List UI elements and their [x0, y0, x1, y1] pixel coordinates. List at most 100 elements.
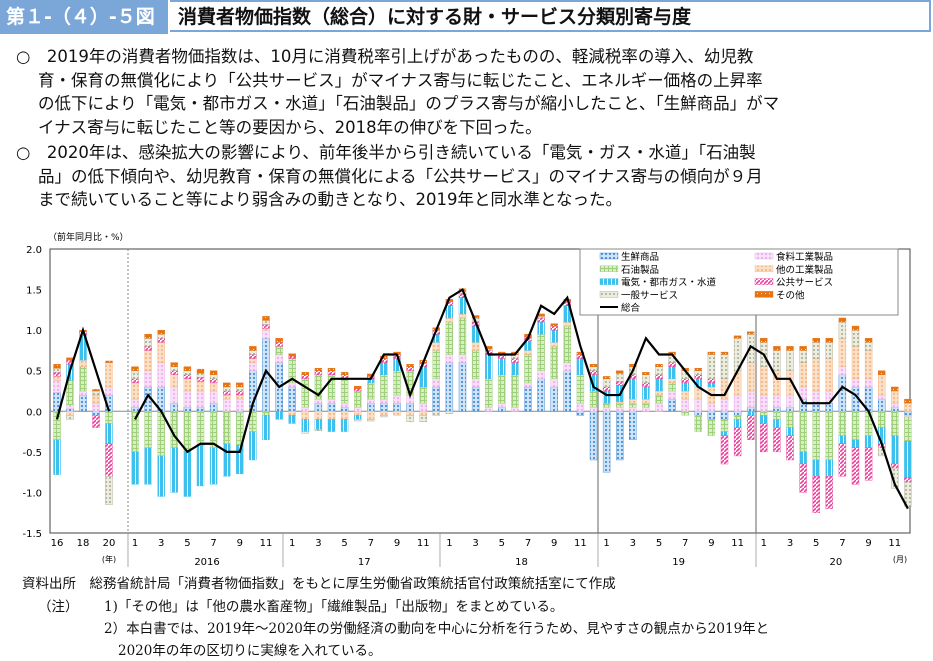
legend-label: 総合 — [621, 302, 641, 314]
bar-segment — [616, 402, 624, 408]
bar-segment — [288, 386, 296, 412]
bar-segment — [275, 342, 283, 347]
bar-segment — [642, 407, 650, 412]
bar-segment — [131, 382, 139, 400]
bar-segment — [812, 358, 820, 392]
bar-segment — [327, 419, 336, 432]
bar-segment — [524, 386, 532, 412]
bar-segment — [668, 390, 676, 400]
bar-segment — [157, 333, 165, 339]
y-tick-label: -0.5 — [22, 448, 42, 459]
bar-segment — [733, 415, 742, 420]
bar-segment — [694, 370, 702, 375]
bar-segment — [773, 407, 781, 412]
bar-segment — [878, 374, 886, 396]
bar-segment — [773, 350, 781, 371]
bar-segment — [301, 431, 309, 434]
bar-segment — [196, 368, 205, 374]
bar-segment — [760, 338, 768, 343]
bar-segment — [642, 374, 650, 384]
bar-segment — [537, 317, 545, 323]
bar-segment — [340, 419, 349, 432]
bar-segment — [458, 313, 467, 319]
bar-segment — [799, 463, 807, 493]
bar-segment — [733, 419, 742, 428]
bar-segment — [79, 366, 87, 392]
month-tick-label: 7 — [210, 538, 216, 549]
bar-segment — [445, 362, 454, 412]
bar-segment — [864, 350, 873, 380]
bar-segment — [471, 350, 480, 380]
bar-segment — [301, 419, 309, 432]
month-tick-label: 9 — [237, 538, 243, 549]
bar-segment — [131, 378, 139, 384]
bar-segment — [838, 435, 847, 444]
legend-box — [579, 248, 899, 316]
bar-segment — [773, 394, 781, 408]
bar-segment — [707, 378, 716, 384]
bar-segment — [550, 378, 558, 388]
month-tick-label: 11 — [260, 538, 273, 549]
bar-segment — [393, 402, 401, 412]
bar-segment — [367, 373, 375, 377]
bar-segment — [445, 411, 454, 414]
month-tick-label: 11 — [574, 538, 587, 549]
bar-segment — [760, 415, 768, 424]
bar-segment — [629, 398, 637, 404]
bar-segment — [262, 415, 270, 440]
bar-segment — [864, 378, 873, 388]
bar-segment — [629, 364, 637, 367]
bar-segment — [760, 366, 768, 396]
bar-segment — [314, 370, 323, 375]
bar-segment — [209, 374, 218, 380]
bar-segment — [629, 402, 637, 408]
bar-segment — [327, 402, 336, 412]
bar-segment — [66, 411, 74, 416]
bar-segment — [196, 407, 205, 412]
bar-segment — [105, 386, 113, 396]
note-2: 2）本白書では、2019年～2020年の労働経済の動向を中心に分析を行うため、見… — [104, 621, 770, 637]
bar-segment — [707, 351, 716, 355]
bar-segment — [786, 350, 794, 371]
bar-segment — [655, 394, 663, 404]
bar-segment — [904, 411, 912, 416]
month-tick-label: 7 — [682, 538, 688, 549]
bar-segment — [629, 378, 637, 400]
bar-segment — [838, 366, 847, 375]
bar-segment — [838, 411, 847, 436]
bar-segment — [157, 342, 165, 363]
month-tick-label: 5 — [341, 538, 347, 549]
bar-segment — [183, 390, 192, 408]
bar-segment — [236, 394, 244, 400]
bar-segment — [864, 342, 873, 351]
bar-segment — [668, 378, 676, 384]
bar-segment — [891, 407, 899, 412]
bar-segment — [131, 366, 139, 371]
bar-segment — [458, 362, 467, 412]
bar-segment — [380, 415, 388, 418]
bar-segment — [694, 374, 702, 380]
bar-segment — [144, 346, 152, 351]
bar-segment — [891, 463, 899, 469]
bar-segment — [589, 390, 598, 408]
bar-segment — [511, 362, 519, 375]
bar-segment — [157, 362, 165, 388]
bar-segment — [157, 329, 165, 335]
bar-segment — [131, 407, 139, 412]
bar-segment — [170, 447, 179, 493]
bar-segment — [707, 411, 716, 420]
bar-segment — [878, 411, 886, 428]
bar-segment — [655, 366, 663, 375]
bar-segment — [432, 411, 440, 416]
bar-segment — [53, 368, 61, 373]
bar-segment — [471, 386, 480, 412]
bar-segment — [694, 415, 702, 432]
bar-segment — [747, 331, 755, 335]
source-note: 資料出所 総務省統計局「消費者物価指数」をもとに厚生労働省政策統括官付政策統括室… — [22, 575, 616, 593]
bar-segment — [301, 372, 309, 375]
bar-segment — [799, 362, 807, 388]
bar-segment — [340, 407, 349, 412]
bar-segment — [262, 411, 270, 416]
bar-segment — [170, 374, 179, 388]
